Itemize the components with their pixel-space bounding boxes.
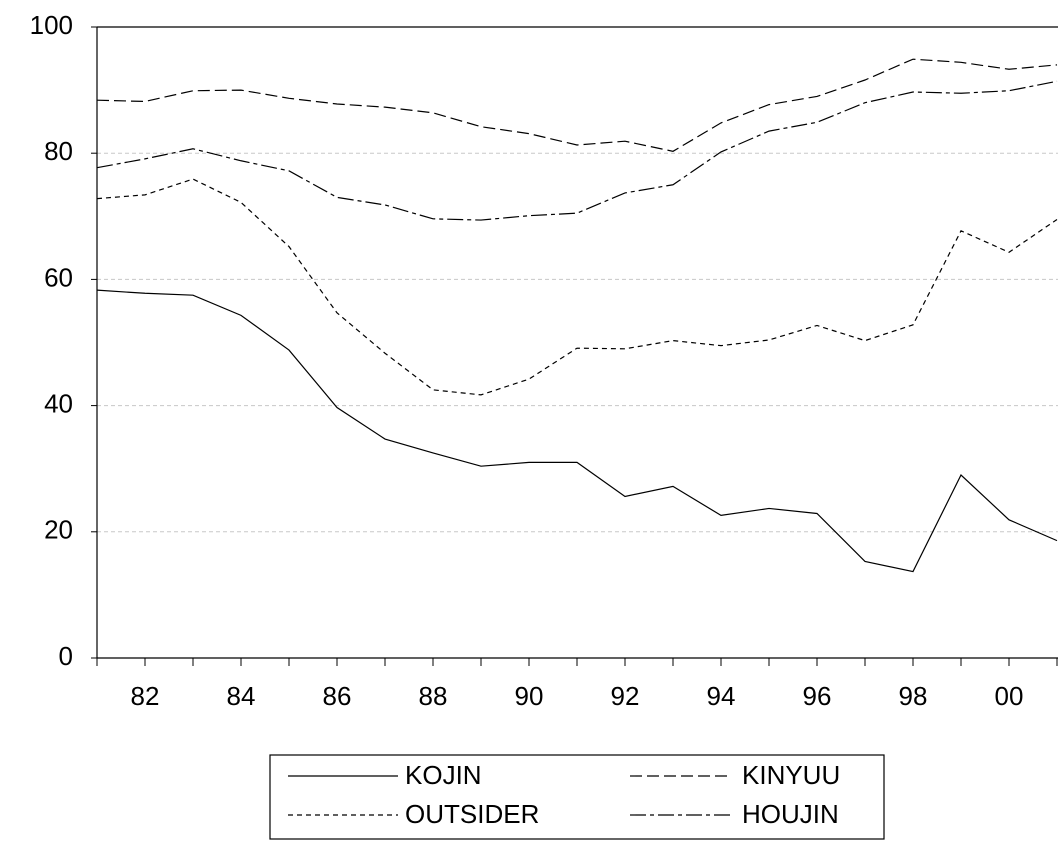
y-tick-label: 0	[59, 641, 73, 671]
x-tick-label: 98	[899, 681, 928, 711]
x-tick-label: 00	[995, 681, 1024, 711]
y-tick-label: 80	[44, 136, 73, 166]
legend-label: HOUJIN	[742, 799, 839, 829]
legend-label: KOJIN	[405, 760, 482, 790]
series-line	[96, 58, 1058, 152]
series-line	[96, 80, 1058, 221]
x-tick-label: 86	[323, 681, 352, 711]
legend-label: OUTSIDER	[405, 799, 539, 829]
x-tick-label: 82	[131, 681, 160, 711]
y-tick-label: 100	[30, 10, 73, 40]
x-tick-label: 96	[803, 681, 832, 711]
x-tick-label: 94	[707, 681, 736, 711]
y-tick-label: 60	[44, 262, 73, 292]
x-tick-label: 92	[611, 681, 640, 711]
y-tick-label: 40	[44, 388, 73, 418]
series-line	[96, 289, 1058, 573]
legend-box	[269, 754, 885, 840]
series-line	[96, 178, 1058, 396]
x-tick-label: 88	[419, 681, 448, 711]
x-tick-label: 90	[515, 681, 544, 711]
legend-label: KINYUU	[742, 760, 840, 790]
y-tick-label: 20	[44, 515, 73, 545]
x-tick-label: 84	[227, 681, 256, 711]
